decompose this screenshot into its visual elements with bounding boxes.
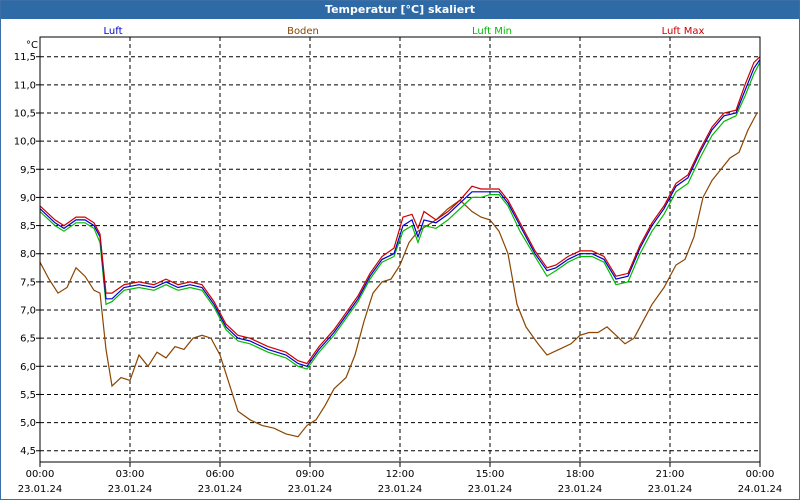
x-tick-time: 21:00 [656,469,685,480]
y-tick-label: 8,0 [20,249,36,260]
x-tick-time: 15:00 [476,469,505,480]
x-tick-date: 23.01.24 [648,484,693,495]
x-tick-date: 24.01.24 [738,484,783,495]
y-axis-label: °C [26,40,38,51]
legend-entry: Boden [287,26,319,37]
y-tick-label: 5,0 [20,418,36,429]
x-tick-time: 09:00 [296,469,325,480]
x-tick-time: 18:00 [566,469,595,480]
y-tick-label: 11,0 [14,80,36,91]
y-tick-label: 7,0 [20,306,36,317]
x-tick-time: 00:00 [26,469,55,480]
legend: Luft Boden Luft Min Luft Max [104,26,705,37]
series-line-luft-min [39,62,761,370]
x-axis: 00:00 23.01.24 03:00 23.01.24 06:00 23.01.24 0… [18,462,783,495]
y-tick-label: 9,0 [20,193,36,204]
x-tick-date: 23.01.24 [18,484,63,495]
y-axis: 4,5 5,0 5,5 6,0 6,5 7,0 7,5 8,0 8,5 9,0 9,5 10,0 10,… [14,52,40,457]
y-tick-label: 9,5 [20,165,36,176]
y-tick-label: 5,5 [20,390,36,401]
series-line-boden [39,112,758,438]
legend-entry: Luft [104,26,123,37]
x-tick-time: 00:00 [746,469,775,480]
y-tick-label: 11,5 [14,52,36,63]
y-tick-label: 8,5 [20,221,36,232]
legend-entry: Luft Min [472,26,512,37]
y-tick-label: 4,5 [20,446,36,457]
y-tick-label: 10,5 [14,108,36,119]
legend-entry: Luft Max [662,26,705,37]
y-tick-label: 6,5 [20,334,36,345]
x-tick-time: 12:00 [386,469,415,480]
series-line-luft-max [39,56,761,365]
x-tick-date: 23.01.24 [558,484,603,495]
x-tick-time: 03:00 [116,469,145,480]
x-tick-time: 06:00 [206,469,235,480]
y-tick-label: 10,0 [14,137,36,148]
y-tick-label: 7,5 [20,277,36,288]
x-tick-date: 23.01.24 [288,484,333,495]
grid [40,37,760,462]
x-tick-date: 23.01.24 [198,484,243,495]
x-tick-date: 23.01.24 [378,484,423,495]
series-lines [39,56,761,438]
chart-title: Temperatur [°C] skaliert [1,1,799,19]
series-line-luft [39,59,761,368]
x-tick-date: 23.01.24 [468,484,513,495]
y-tick-label: 6,0 [20,362,36,373]
x-tick-date: 23.01.24 [108,484,153,495]
